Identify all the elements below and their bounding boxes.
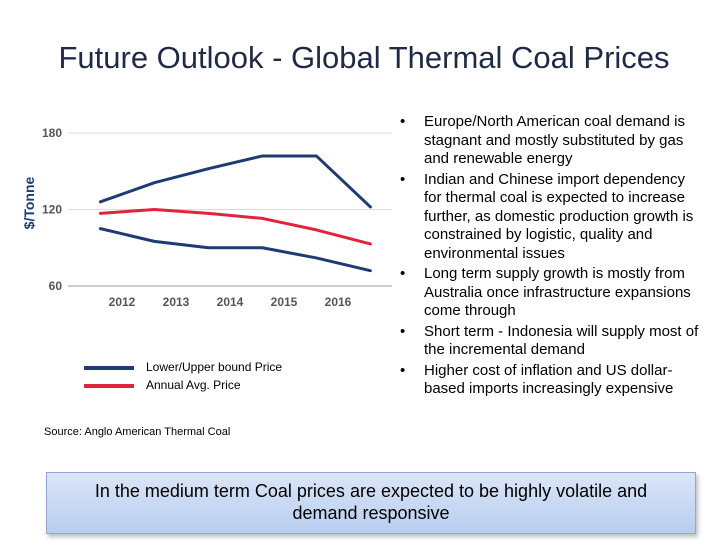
x-tick-label: 2015 bbox=[271, 295, 298, 309]
legend-swatch-avg bbox=[84, 384, 134, 388]
bullet-marker: • bbox=[400, 170, 406, 188]
bullet-item: • Indian and Chinese import dependency fo… bbox=[398, 171, 702, 264]
x-tick-label: 2016 bbox=[325, 295, 352, 309]
chart-source: Source: Anglo American Thermal Coal bbox=[44, 426, 231, 438]
bullet-marker: • bbox=[400, 361, 406, 379]
bullet-text: Europe/North American coal demand is sta… bbox=[424, 113, 685, 167]
bullet-item: • Short term - Indonesia will supply most… bbox=[398, 323, 702, 360]
bullet-text: Higher cost of inflation and US dollar-b… bbox=[424, 361, 674, 398]
y-tick-label: 60 bbox=[49, 279, 63, 293]
bullet-item: • Long term supply growth is mostly from … bbox=[398, 265, 702, 321]
series-line-lower bbox=[98, 227, 372, 273]
legend-label-avg: Annual Avg. Price bbox=[146, 378, 241, 392]
conclusion-banner: In the medium term Coal prices are expec… bbox=[46, 472, 696, 534]
series-line-avg bbox=[98, 208, 372, 246]
bullet-item: • Higher cost of inflation and US dollar-… bbox=[398, 362, 702, 399]
conclusion-text: In the medium term Coal prices are expec… bbox=[94, 481, 648, 523]
y-axis-label-box: $/Tonne bbox=[12, 168, 46, 238]
bullet-list: • Europe/North American coal demand is st… bbox=[398, 113, 702, 401]
bullet-item: • Europe/North American coal demand is st… bbox=[398, 113, 702, 169]
legend-swatch-bound bbox=[84, 366, 134, 370]
slide-title: Future Outlook - Global Thermal Coal Pri… bbox=[58, 40, 670, 75]
price-chart: 60 120 180 2012 2013 2014 2015 2016 bbox=[42, 126, 392, 309]
bullet-text: Short term - Indonesia will supply most … bbox=[424, 322, 699, 359]
bullet-marker: • bbox=[400, 322, 406, 340]
series-line-upper bbox=[98, 154, 372, 209]
x-tick-label: 2013 bbox=[163, 295, 190, 309]
bullet-text: Long term supply growth is mostly from A… bbox=[424, 265, 691, 319]
y-tick-label: 180 bbox=[42, 126, 62, 140]
bullet-marker: • bbox=[400, 113, 406, 130]
x-tick-label: 2012 bbox=[109, 295, 136, 309]
bullet-text: Indian and Chinese import dependency for… bbox=[424, 170, 694, 262]
bullet-marker: • bbox=[400, 265, 406, 282]
y-tick-label: 120 bbox=[42, 203, 62, 217]
x-tick-label: 2014 bbox=[217, 295, 244, 309]
y-axis-label: $/Tonne bbox=[21, 176, 37, 230]
legend-label-bound: Lower/Upper bound Price bbox=[146, 360, 283, 374]
